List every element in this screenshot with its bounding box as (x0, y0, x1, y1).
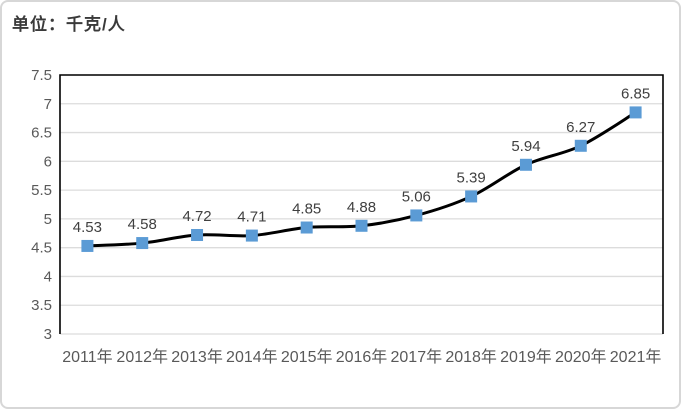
data-point-marker (629, 106, 642, 119)
x-axis-tick-label: 2016年 (336, 348, 388, 366)
plot-border (59, 74, 664, 334)
y-axis-tick-label: 4.5 (31, 240, 52, 257)
y-axis-tick-label: 6 (44, 153, 52, 170)
x-axis-tick-label: 2014年 (226, 348, 278, 366)
data-point-marker (81, 239, 94, 252)
data-point-marker (465, 190, 478, 203)
y-axis-tick-label: 3.5 (31, 297, 52, 314)
data-point-label: 4.85 (292, 201, 321, 218)
data-point-marker (300, 221, 313, 234)
unit-label: 单位：千克/人 (12, 15, 126, 34)
y-axis-tick-label: 3 (44, 326, 52, 343)
data-point-label: 4.88 (347, 199, 376, 216)
data-point-marker (574, 139, 587, 152)
x-axis-tick-label: 2013年 (171, 348, 223, 366)
data-point-marker (410, 209, 423, 222)
x-axis-tick-label: 2020年 (555, 348, 607, 366)
data-point-marker (136, 237, 149, 250)
x-axis-tick-label: 2012年 (116, 348, 168, 366)
data-point-label: 4.72 (182, 208, 211, 225)
data-point-label: 5.94 (511, 138, 540, 155)
x-axis-tick-label: 2017年 (391, 348, 443, 366)
x-axis-tick-label: 2011年 (62, 348, 112, 366)
data-point-label: 5.39 (457, 169, 486, 186)
data-point-label: 5.06 (402, 188, 431, 205)
x-axis-tick-label: 2021年 (610, 348, 662, 366)
data-point-label: 4.53 (73, 219, 102, 236)
data-point-label: 6.85 (621, 85, 650, 102)
y-axis-tick-label: 5.5 (31, 182, 52, 199)
x-axis-tick-label: 2015年 (281, 348, 333, 366)
data-point-marker (191, 229, 204, 242)
data-point-label: 6.27 (566, 119, 595, 136)
data-point-label: 4.71 (237, 209, 266, 226)
y-axis-tick-label: 6.5 (31, 125, 52, 142)
y-axis-tick-label: 7 (44, 96, 52, 113)
x-axis-tick-label: 2019年 (500, 348, 552, 366)
y-axis-tick-label: 7.5 (31, 67, 52, 84)
data-point-label: 4.58 (128, 216, 157, 233)
data-point-marker (519, 158, 532, 171)
data-point-marker (355, 219, 368, 232)
y-axis-tick-label: 5 (44, 211, 52, 228)
y-axis-tick-label: 4 (44, 268, 52, 285)
data-point-marker (245, 229, 258, 242)
x-axis-tick-label: 2018年 (445, 348, 497, 366)
